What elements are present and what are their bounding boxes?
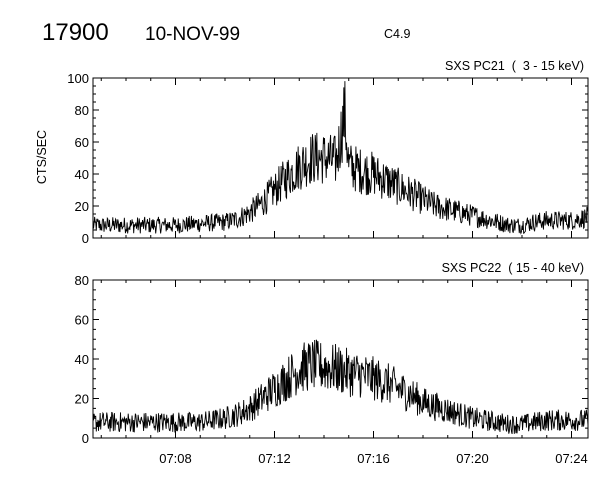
flare-class: C4.9: [384, 27, 410, 41]
y-tick-label: 60: [75, 135, 89, 150]
y-tick-label: 100: [67, 71, 89, 86]
x-tick-label: 07:12: [258, 451, 291, 466]
y-tick-label: 20: [75, 199, 89, 214]
x-tick-label: 07:20: [456, 451, 489, 466]
event-date: 10-NOV-99: [145, 24, 240, 45]
y-tick-label: 60: [75, 313, 89, 328]
x-tick-label: 07:08: [159, 451, 192, 466]
y-tick-label: 80: [75, 103, 89, 118]
panel-pc22: SXS PC22 ( 15 - 40 keV) 0 20 40 60 80 07:08 07…: [75, 261, 589, 466]
y-tick-label: 40: [75, 352, 89, 367]
panel-pc21-title: SXS PC21 ( 3 - 15 keV): [445, 59, 584, 73]
panel-pc21: SXS PC21 ( 3 - 15 keV) CTS/SEC 0 20 40 60 80…: [35, 59, 589, 246]
y-tick-label: 0: [82, 431, 89, 446]
y-tick-label: 0: [82, 231, 89, 246]
x-tick-label: 07:16: [357, 451, 390, 466]
y-tick-label: 40: [75, 167, 89, 182]
y-tick-label: 20: [75, 392, 89, 407]
y-tick-label: 80: [75, 273, 89, 288]
y-axis-label: CTS/SEC: [35, 130, 49, 184]
panel-pc22-title: SXS PC22 ( 15 - 40 keV): [442, 261, 584, 275]
x-tick-label: 07:24: [555, 451, 588, 466]
event-id: 17900: [42, 19, 109, 46]
series-line-pc21: [92, 81, 589, 235]
series-line-pc22: [92, 339, 589, 435]
